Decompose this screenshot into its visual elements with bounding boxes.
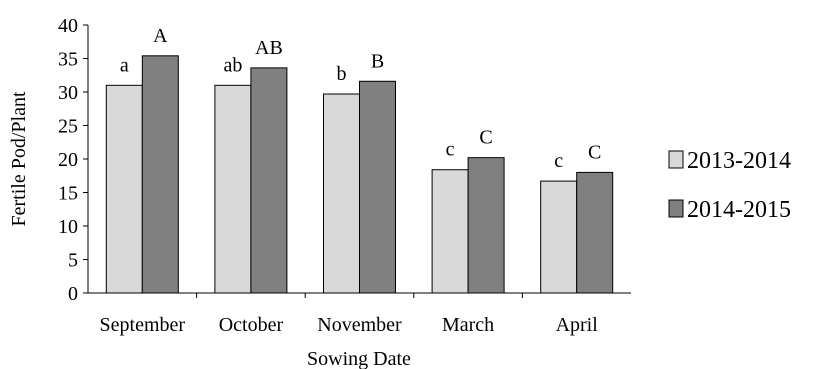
y-tick-label: 5 — [68, 250, 78, 272]
legend-swatch-2014-2015 — [668, 199, 684, 218]
bar-2014-2015 — [359, 80, 396, 294]
bar-significance-label: A — [153, 25, 168, 47]
bar-2014-2015 — [250, 67, 288, 294]
bar-significance-label: b — [337, 63, 347, 85]
bar-2013-2014 — [105, 84, 143, 294]
x-tick-label: September — [100, 314, 186, 336]
y-tick-label: 15 — [58, 183, 78, 205]
x-tick-label: November — [317, 314, 402, 336]
y-tick-label: 20 — [58, 149, 78, 171]
bar-significance-label: C — [588, 141, 601, 163]
x-tick-label: October — [219, 314, 284, 336]
bar-significance-label: c — [554, 150, 563, 172]
bar-significance-label: a — [120, 54, 129, 76]
bar-2014-2015 — [576, 171, 614, 294]
bar-2013-2014 — [323, 93, 360, 294]
bar-significance-label: AB — [255, 37, 283, 59]
bar-significance-label: B — [371, 50, 384, 72]
bar-significance-label: c — [446, 139, 455, 161]
bar-significance-label: C — [479, 127, 492, 149]
y-axis-title: Fertile Pod/Plant — [8, 91, 30, 226]
legend: 2013-2014 2014-2015 — [668, 148, 791, 223]
bar-2014-2015 — [467, 157, 505, 294]
bar-2013-2014 — [214, 84, 252, 294]
plot-area: 0 5 10 15 20 25 30 35 40 September a A October ab AB No… — [58, 15, 631, 336]
x-tick-label: April — [556, 314, 599, 336]
legend-label: 2014-2015 — [687, 197, 791, 223]
bar-2013-2014 — [540, 180, 578, 294]
x-tick-label: March — [442, 314, 494, 336]
y-tick-label: 30 — [58, 82, 78, 104]
legend-label: 2013-2014 — [687, 148, 791, 174]
y-tick-label: 0 — [68, 283, 78, 305]
bar-2013-2014 — [431, 169, 469, 294]
y-tick-label: 10 — [58, 216, 78, 238]
y-tick-label: 35 — [58, 49, 78, 71]
x-axis-title: Sowing Date — [307, 348, 411, 369]
bar-2014-2015 — [141, 55, 179, 294]
y-tick-label: 25 — [58, 116, 78, 138]
bar-significance-label: ab — [223, 54, 242, 76]
legend-swatch-2013-2014 — [668, 150, 684, 169]
y-tick-label: 40 — [58, 15, 78, 37]
